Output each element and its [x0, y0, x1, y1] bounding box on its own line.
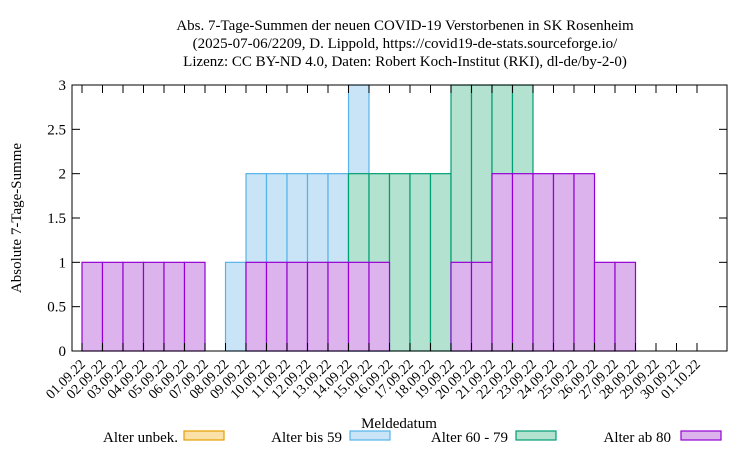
- bar-s3-0: [81, 261, 104, 352]
- bar-s3-19: [470, 261, 493, 352]
- chart-subtitle-line-1: (2025-07-06/2209, D. Lippold, https://co…: [193, 36, 618, 52]
- bar-s3-2: [122, 261, 145, 352]
- bar-s3-22: [532, 173, 555, 352]
- bar-s3-8: [245, 261, 268, 352]
- bar-s3-3: [142, 261, 165, 352]
- bar-s2-17: [429, 173, 452, 352]
- bar-s2-16: [409, 173, 432, 352]
- bar-s3-12: [327, 261, 350, 352]
- legend-swatch-3: [680, 430, 722, 441]
- bar-s3-9: [265, 261, 288, 352]
- bars-layer: [81, 84, 637, 352]
- y-tick-label-1: 0.5: [47, 300, 66, 316]
- legend-swatch-0: [183, 430, 225, 441]
- bar-s3-1: [101, 261, 124, 352]
- bar-s3-5: [183, 261, 206, 352]
- bar-s3-11: [306, 261, 329, 352]
- y-axis: 0 0.5 1 1.5 2 2.5 3: [47, 78, 727, 360]
- x-axis-label: Meldedatum: [361, 416, 437, 432]
- legend-label-0: Alter unbek.: [103, 430, 178, 446]
- chart-subtitle-line-2: Lizenz: CC BY-ND 4.0, Daten: Robert Koch…: [183, 54, 627, 70]
- plot-frame: [71, 84, 728, 352]
- y-tick-label-0: 0: [59, 344, 67, 360]
- y-tick-label-5: 2.5: [47, 122, 66, 138]
- bar-s3-13: [347, 261, 370, 352]
- y-tick-label-3: 1.5: [47, 211, 66, 227]
- bar-s3-14: [368, 261, 391, 352]
- legend-label-3: Alter ab 80: [604, 430, 671, 446]
- bar-s3-20: [491, 173, 514, 352]
- bar-s3-23: [552, 173, 575, 352]
- chart-title: Abs. 7-Tage-Summen der neuen COVID-19 Ve…: [176, 18, 634, 34]
- legend-label-1: Alter bis 59: [271, 430, 342, 446]
- bar-s3-21: [511, 173, 534, 352]
- y-axis-label: Absolute 7-Tage-Summe: [9, 143, 25, 294]
- legend-swatch-2: [515, 430, 557, 441]
- bar-s3-10: [286, 261, 309, 352]
- bar-s2-15: [388, 173, 411, 352]
- legend-label-2: Alter 60 - 79: [431, 430, 508, 446]
- y-tick-label-4: 2: [59, 167, 67, 183]
- bar-s3-18: [450, 261, 473, 352]
- legend-swatch-1: [349, 430, 391, 441]
- bar-s3-4: [163, 261, 186, 352]
- bar-s3-24: [573, 173, 596, 352]
- y-tick-label-2: 1: [59, 255, 67, 271]
- bar-s3-26: [614, 261, 637, 352]
- bar-s3-25: [593, 261, 616, 352]
- y-tick-label-6: 3: [59, 78, 67, 94]
- bar-s1-7: [224, 261, 247, 352]
- legend: Alter unbek. Alter bis 59 Alter 60 - 79 Alt…: [103, 430, 722, 446]
